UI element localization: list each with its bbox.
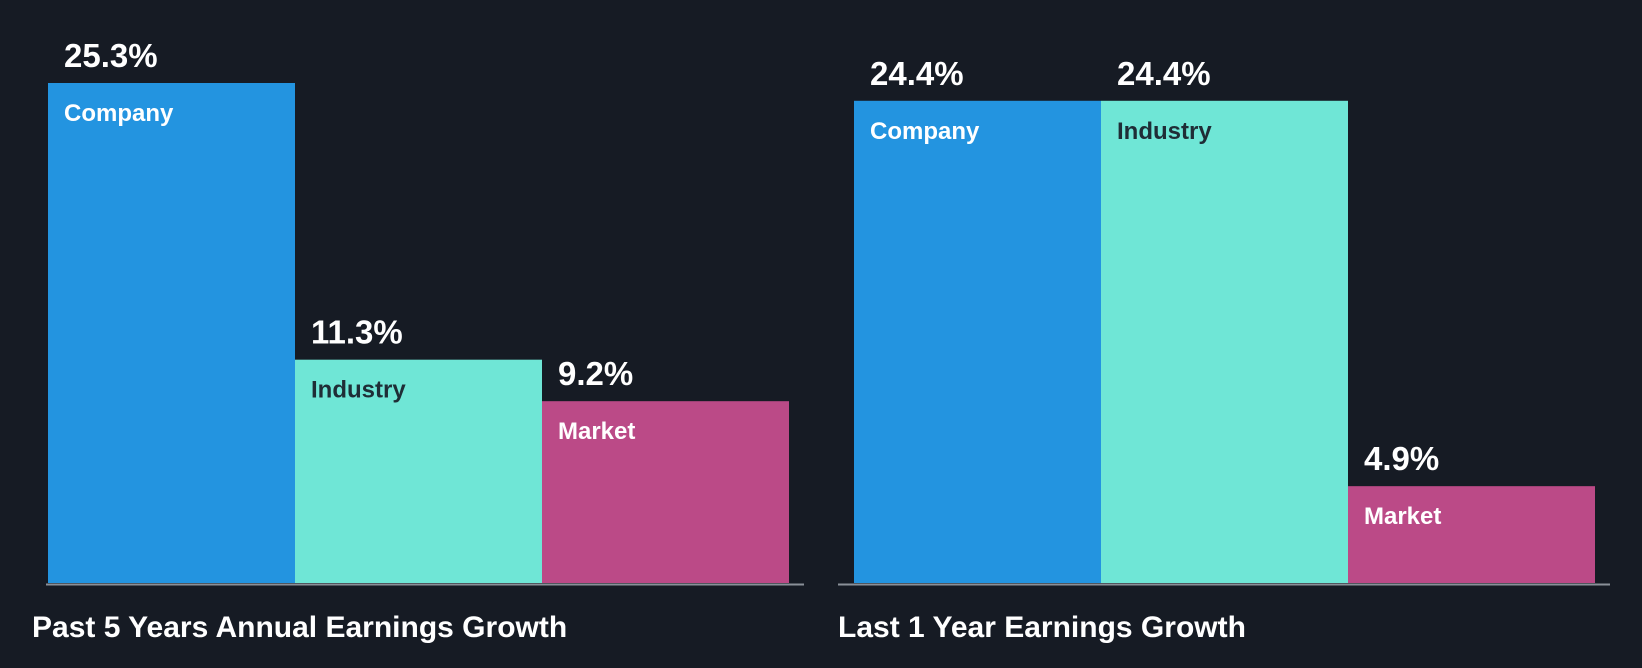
last-1-year-value-label-industry: 24.4% [1117,55,1211,92]
last-1-year-category-label-market: Market [1364,503,1441,530]
past-5-years-value-label-company: 25.3% [64,37,158,74]
past-5-years-category-label-company: Company [64,100,174,127]
last-1-year-bar-market [1348,486,1595,583]
past-5-years-chart-title: Past 5 Years Annual Earnings Growth [32,611,567,644]
past-5-years-chart: 25.3% Company 11.3% Industry 9.2% Market Past … [32,37,804,644]
past-5-years-bar-market [542,401,789,583]
past-5-years-category-label-market: Market [558,418,635,445]
last-1-year-bar-industry [1101,100,1348,583]
last-1-year-chart: 24.4% Company 24.4% Industry 4.9% Market Last … [838,55,1610,644]
last-1-year-value-label-company: 24.4% [870,55,964,92]
past-5-years-value-label-market: 9.2% [558,355,633,392]
past-5-years-value-label-industry: 11.3% [311,314,403,351]
last-1-year-category-label-industry: Industry [1117,118,1212,145]
past-5-years-category-label-industry: Industry [311,377,406,404]
past-5-years-bar-industry [295,359,542,583]
last-1-year-category-label-company: Company [870,118,980,145]
past-5-years-bar-company [48,83,295,583]
last-1-year-bar-company [854,100,1101,583]
last-1-year-chart-title: Last 1 Year Earnings Growth [838,611,1246,644]
last-1-year-value-label-market: 4.9% [1364,440,1439,477]
